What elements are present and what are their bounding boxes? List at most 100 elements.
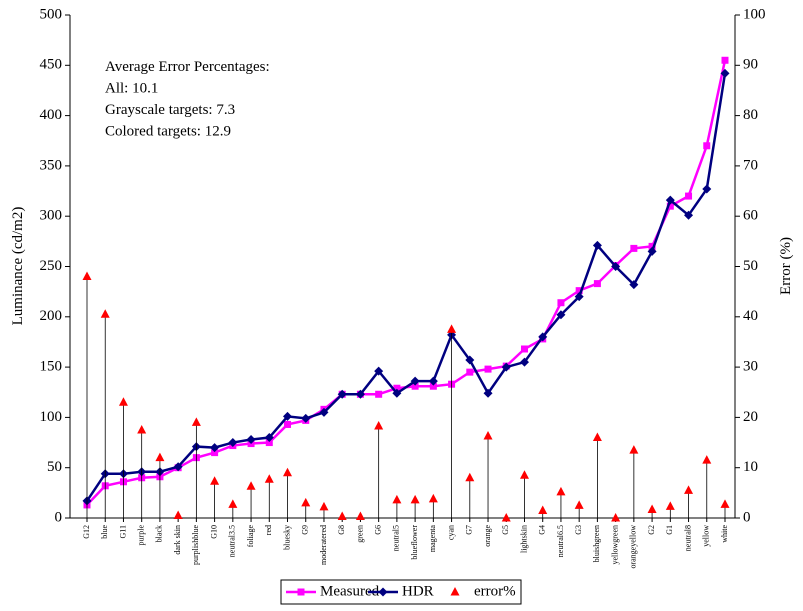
data-point [574,292,584,302]
data-point [720,68,730,78]
data-point [592,432,602,442]
data-point [721,56,729,64]
x-tick-label: yellow [702,525,711,547]
data-point [228,499,238,508]
legend-marker [450,587,460,596]
x-tick-label: moderatered [319,525,328,565]
y-tick-label: 350 [40,157,63,173]
y-tick-label: 500 [40,6,63,22]
data-point [501,513,511,522]
annotation: Colored targets: 12.9 [105,124,231,140]
y2-tick-label: 30 [743,359,758,375]
x-tick-label: blueflower [410,525,419,560]
x-tick-label: purple [137,525,146,546]
y-tick-label: 250 [40,258,63,274]
x-tick-label: neutral5 [392,525,401,551]
y-tick-label: 50 [47,459,62,475]
data-point [284,420,292,428]
data-point [211,449,219,457]
y-tick-label: 200 [40,308,63,324]
data-point [630,244,638,252]
data-point [447,324,457,333]
data-point [429,382,437,390]
data-point [593,280,601,288]
x-tick-label: neutral8 [683,525,692,551]
data-point [538,505,548,514]
data-point [465,355,475,365]
data-point [428,493,438,503]
data-point [519,357,529,367]
data-point [684,485,694,494]
y-tick-label: 400 [40,107,63,123]
data-point [210,476,220,485]
y-tick-label: 300 [40,208,63,224]
y2-tick-label: 50 [743,258,758,274]
legend-box [280,579,522,605]
x-tick-label: G10 [209,525,218,539]
data-point [684,210,694,220]
data-point [702,455,712,464]
data-point [155,452,165,462]
y2-tick-label: 70 [743,157,758,173]
x-tick-label: bluesky [282,525,291,550]
data-point [556,486,566,496]
x-tick-label: cyan [446,525,455,540]
data-point [702,184,712,194]
x-tick-label: orangeyellow [629,525,638,569]
legend-label: HDR [402,583,434,599]
y2-tick-label: 80 [743,107,758,123]
data-point [392,388,402,398]
data-point [264,474,274,483]
data-point [648,242,656,250]
annotation: Average Error Percentages: [105,59,270,75]
data-point [611,262,621,271]
data-point [173,462,183,472]
data-point [374,420,384,430]
data-point [720,499,730,508]
data-point [82,271,92,281]
y2-tick-label: 40 [743,308,758,324]
data-point [484,365,492,373]
x-tick-label: G8 [337,525,346,535]
x-tick-label: black [155,525,164,542]
x-tick-label: G3 [574,525,583,535]
data-point [666,202,674,210]
data-point [355,511,365,520]
data-point [246,481,256,490]
legend-marker [378,587,388,597]
y2-tick-label: 10 [743,459,758,475]
x-tick-label: foliage [246,525,255,548]
data-point [519,470,529,479]
x-tick-label: neutral6.5 [556,525,565,557]
y-tick-label: 450 [40,57,63,73]
x-tick-label: green [355,525,364,543]
x-tick-label: G1 [665,525,674,535]
series-line [85,73,727,502]
y2-tick-label: 20 [743,409,758,425]
x-tick-label: neutral3.5 [228,525,237,557]
x-tick-label: G6 [373,525,382,535]
y-axis-label: Luminance (cd/m2) [10,207,26,326]
x-tick-label: purplishblue [191,525,200,565]
data-point [483,388,493,398]
data-point [647,246,657,256]
data-point [592,240,602,250]
data-point [393,384,401,392]
x-tick-label: magenta [428,525,437,553]
x-tick-label: G4 [538,525,547,535]
legend-marker [297,588,305,596]
data-point [501,362,511,372]
data-point [265,439,273,447]
data-point [210,443,220,453]
data-point [556,310,566,320]
data-point [355,389,365,399]
data-point [466,368,474,376]
data-point [100,309,110,318]
x-tick-label: white [720,525,729,543]
data-point [337,389,347,399]
data-point [410,376,420,386]
data-point [337,511,347,520]
data-point [483,431,493,440]
data-point [301,497,311,507]
data-point [137,424,147,434]
